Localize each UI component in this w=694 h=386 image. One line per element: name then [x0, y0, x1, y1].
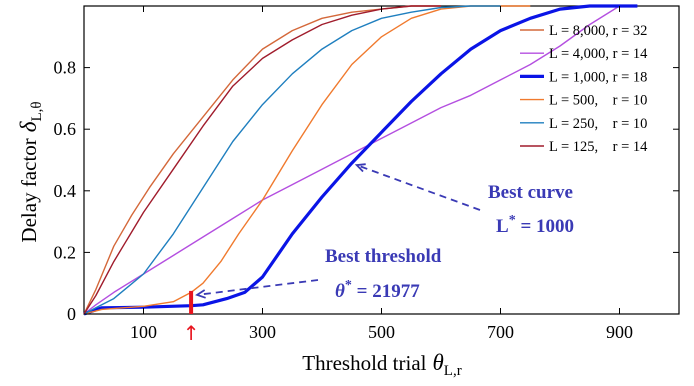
- legend-entry: L = 1,000, r = 18: [549, 69, 647, 85]
- series-layer: [83, 4, 638, 316]
- best-threshold-arrow: [196, 279, 319, 296]
- legend-entry: L = 125, r = 14: [549, 139, 648, 155]
- marker-layer: ↑: [183, 290, 200, 345]
- best-threshold-label: Best threshold: [325, 246, 442, 267]
- y-tick-label: 0.6: [54, 119, 77, 139]
- y-axis-label: Delay factorδL,θ: [16, 101, 45, 242]
- best-curve-arrow: [356, 164, 481, 211]
- x-tick-label: 900: [606, 322, 633, 342]
- x-tick-label: 500: [368, 322, 395, 342]
- series-line-3: [83, 4, 638, 316]
- x-axis-label: Threshold trial θL,r: [302, 350, 461, 379]
- x-tick-label: 700: [487, 322, 514, 342]
- series-line-4: [83, 5, 531, 315]
- legend-entry: L = 500, r = 10: [549, 93, 647, 109]
- y-tick-label: 0.2: [54, 242, 77, 262]
- x-tick-label: 100: [130, 322, 157, 342]
- y-tick-label: 0.8: [54, 58, 77, 78]
- annotation-arrowhead: [195, 289, 206, 299]
- y-tick-label: 0: [67, 304, 76, 324]
- threshold-arrow-icon: ↑: [183, 321, 200, 345]
- legend: L = 8,000, r = 32 L = 4,000, r = 14 L = 1,…: [520, 23, 648, 155]
- annotations: Best curve L* = 1000 Best threshold θ* = 21…: [195, 163, 574, 302]
- legend-entry: L = 250, r = 10: [549, 116, 647, 132]
- best-threshold-value: θ* = 21977: [335, 278, 420, 302]
- best-curve-label: Best curve: [488, 182, 573, 203]
- series-line-2: [83, 5, 620, 315]
- best-curve-value: L* = 1000: [496, 213, 574, 237]
- annotation-arrowhead: [354, 163, 366, 173]
- y-tick-label: 0.4: [54, 181, 77, 201]
- legend-entry: L = 8,000, r = 32: [549, 23, 647, 39]
- series-line-6: [83, 5, 441, 315]
- series-line-1: [83, 5, 441, 315]
- legend-entry: L = 4,000, r = 14: [549, 46, 648, 62]
- axes-layer: 100 300 500 700 900 0 0.2 0.4 0.6 0.8: [54, 6, 679, 342]
- series-line-5: [83, 5, 501, 315]
- x-tick-label: 300: [249, 322, 276, 342]
